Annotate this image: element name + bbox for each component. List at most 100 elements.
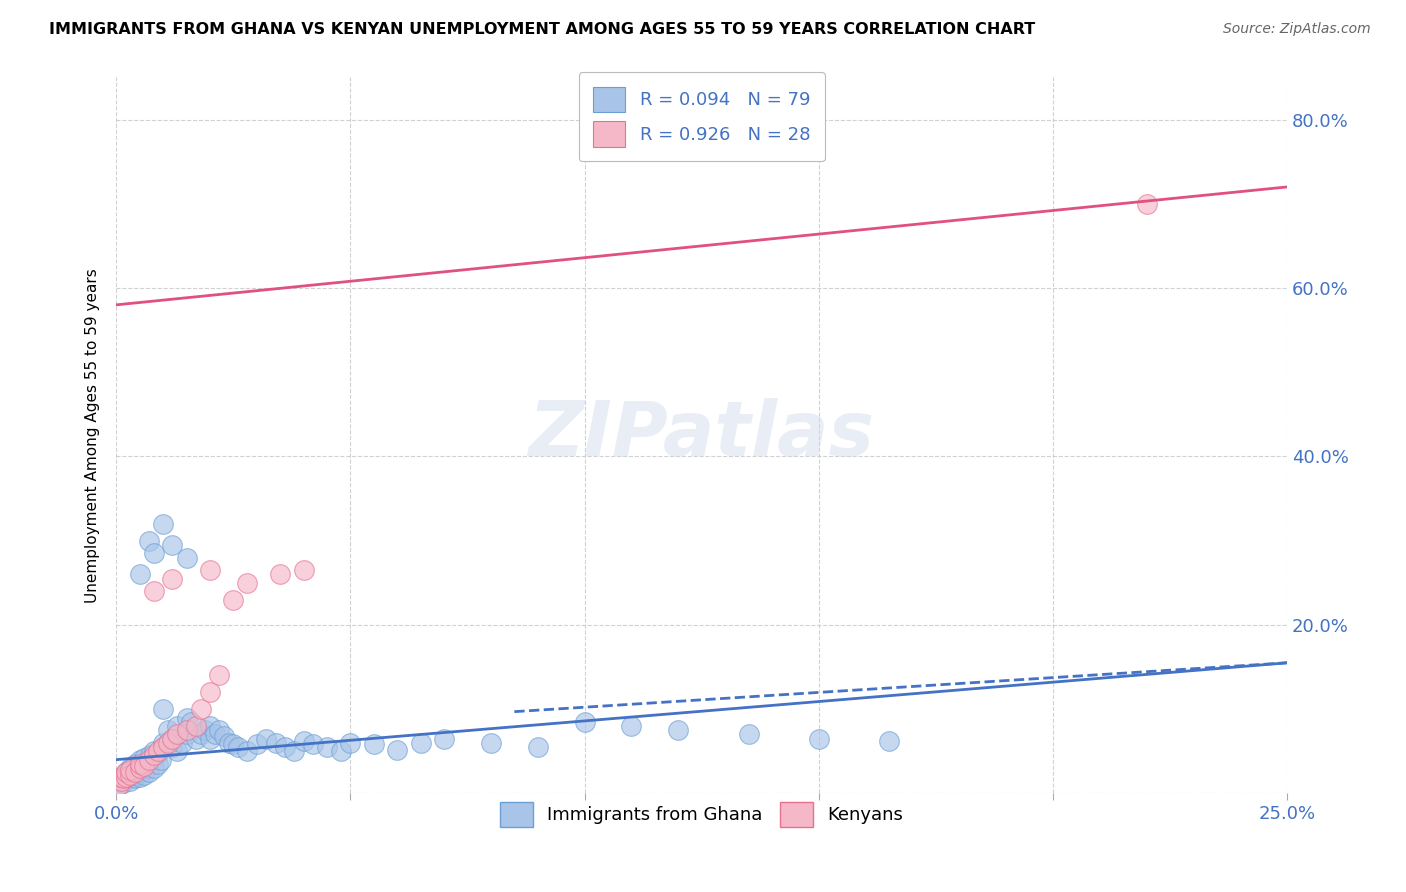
Point [166, 719, 188, 733]
Point [166, 744, 188, 758]
Point [316, 739, 339, 754]
Point [264, 736, 287, 750]
Point [138, 753, 160, 767]
Legend: Immigrants from Ghana, Kenyans: Immigrants from Ghana, Kenyans [494, 795, 911, 834]
Point [128, 761, 150, 775]
Point [620, 719, 643, 733]
Point [135, 761, 157, 775]
Point [170, 736, 193, 750]
Point [117, 768, 139, 782]
Point [236, 575, 259, 590]
Point [877, 734, 900, 748]
Point [339, 736, 361, 750]
Point [363, 738, 385, 752]
Point [208, 668, 231, 682]
Point [120, 765, 142, 780]
Point [152, 516, 174, 531]
Point [409, 736, 432, 750]
Point [148, 744, 170, 758]
Point [292, 734, 315, 748]
Point [124, 765, 146, 780]
Point [114, 771, 136, 785]
Point [124, 771, 146, 785]
Point [162, 538, 184, 552]
Point [112, 771, 135, 785]
Point [433, 731, 456, 746]
Point [134, 768, 156, 782]
Point [120, 768, 142, 782]
Point [107, 778, 129, 792]
Point [246, 738, 269, 752]
Point [302, 738, 325, 752]
Point [479, 736, 502, 750]
Point [666, 723, 689, 738]
Point [274, 739, 297, 754]
Point [737, 727, 759, 741]
Point [114, 765, 136, 780]
Point [134, 759, 156, 773]
Point [128, 567, 150, 582]
Y-axis label: Unemployment Among Ages 55 to 59 years: Unemployment Among Ages 55 to 59 years [86, 268, 100, 603]
Point [152, 739, 174, 754]
Point [120, 773, 142, 788]
Point [120, 761, 142, 775]
Point [176, 723, 198, 738]
Point [142, 761, 165, 775]
Point [204, 727, 226, 741]
Point [115, 770, 138, 784]
Point [111, 770, 134, 784]
Point [148, 756, 170, 771]
Point [152, 736, 174, 750]
Point [142, 748, 165, 763]
Point [198, 719, 221, 733]
Point [110, 773, 132, 788]
Point [129, 765, 152, 780]
Point [222, 592, 245, 607]
Point [180, 714, 202, 729]
Point [110, 773, 132, 788]
Point [121, 770, 143, 784]
Point [156, 736, 179, 750]
Point [387, 742, 409, 756]
Point [190, 727, 212, 741]
Point [176, 727, 198, 741]
Point [107, 778, 129, 792]
Point [138, 533, 160, 548]
Text: IMMIGRANTS FROM GHANA VS KENYAN UNEMPLOYMENT AMONG AGES 55 TO 59 YEARS CORRELATI: IMMIGRANTS FROM GHANA VS KENYAN UNEMPLOY… [49, 22, 1035, 37]
Point [198, 685, 221, 699]
Point [125, 768, 148, 782]
Point [198, 563, 221, 577]
Point [114, 770, 136, 784]
Text: ZIPatlas: ZIPatlas [529, 399, 875, 473]
Point [152, 702, 174, 716]
Point [162, 731, 184, 746]
Point [166, 727, 188, 741]
Point [110, 770, 132, 784]
Point [283, 744, 305, 758]
Point [124, 756, 146, 771]
Point [128, 770, 150, 784]
Point [807, 731, 830, 746]
Point [156, 723, 179, 738]
Point [127, 763, 149, 777]
Point [176, 710, 198, 724]
Point [184, 731, 207, 746]
Point [292, 563, 315, 577]
Point [124, 765, 146, 780]
Point [526, 739, 548, 754]
Point [176, 550, 198, 565]
Point [162, 731, 184, 746]
Point [114, 765, 136, 780]
Point [112, 776, 135, 790]
Point [226, 739, 249, 754]
Point [162, 739, 184, 754]
Point [148, 746, 170, 760]
Point [152, 739, 174, 754]
Point [198, 731, 221, 746]
Text: Source: ZipAtlas.com: Source: ZipAtlas.com [1223, 22, 1371, 37]
Point [218, 736, 240, 750]
Point [142, 584, 165, 599]
Point [120, 763, 142, 777]
Point [142, 744, 165, 758]
Point [138, 765, 160, 780]
